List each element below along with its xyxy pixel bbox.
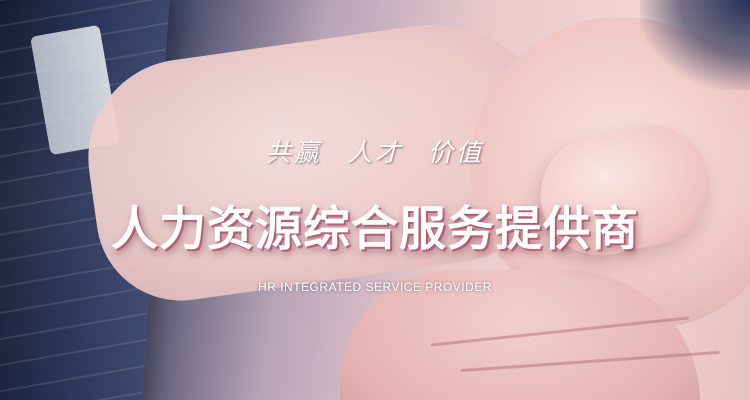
handshake-fingers-image bbox=[340, 270, 700, 400]
banner-headline: 人力资源综合服务提供商 bbox=[111, 202, 639, 257]
slogan-text: 共赢 人才 价值 bbox=[266, 138, 484, 167]
banner-subtitle: HR INTEGRATED SERVICE PROVIDER bbox=[258, 280, 492, 294]
background-shadow bbox=[640, 0, 750, 90]
